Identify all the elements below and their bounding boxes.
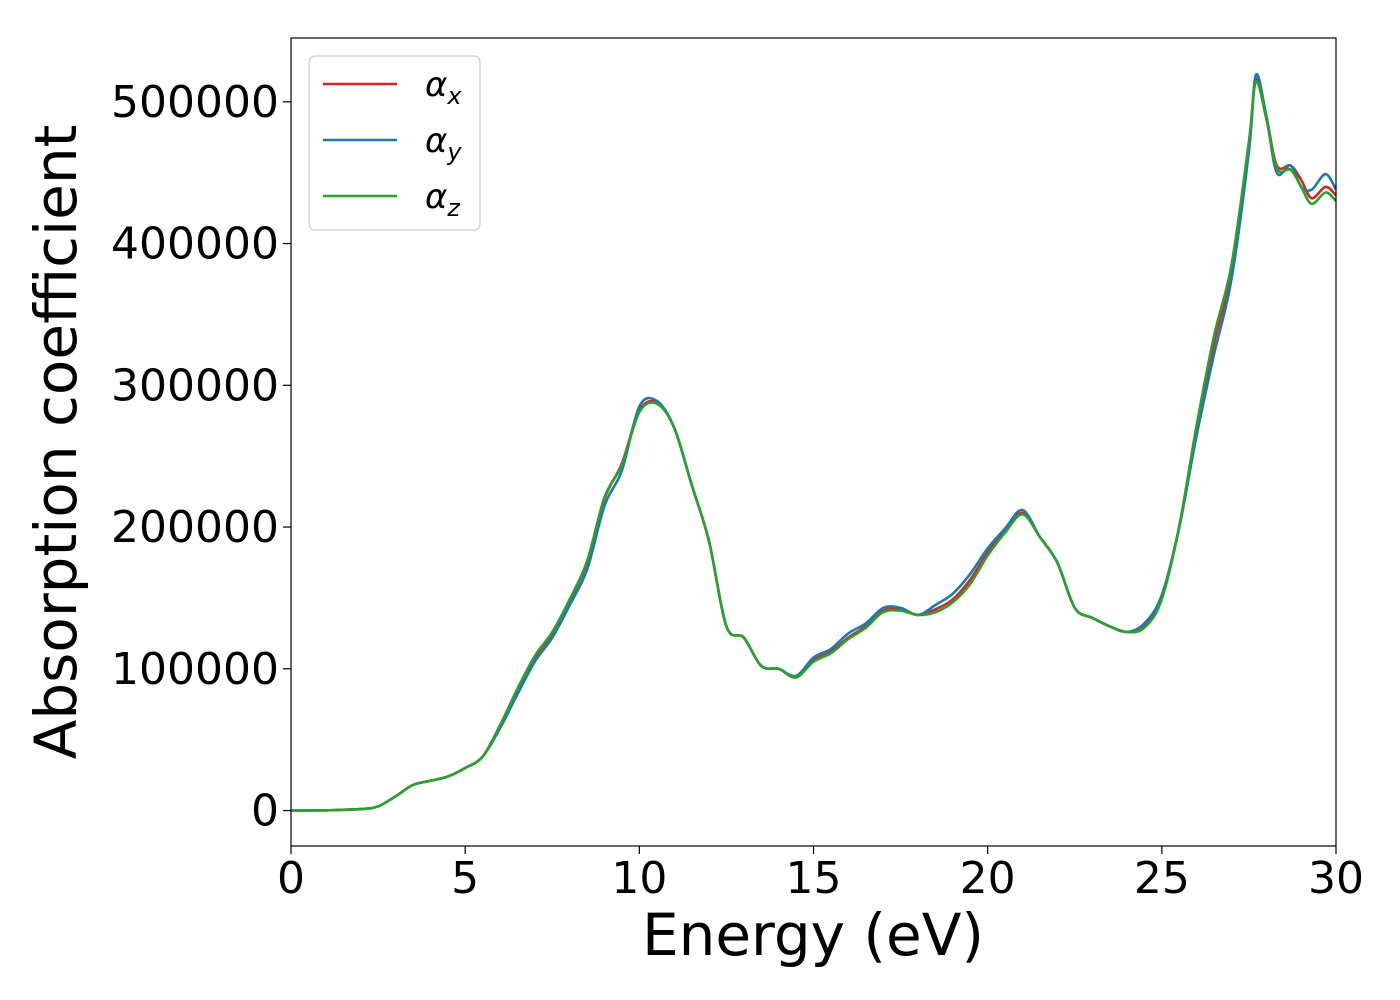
legend-label-alpha-x: αx (425, 65, 462, 110)
y-tick-label: 400000 (111, 219, 279, 270)
series-line-alpha-y (290, 72, 1338, 812)
x-tick-label: 25 (1134, 853, 1190, 904)
y-axis-ticks: 0 100000 200000 300000 400000 500000 (111, 77, 291, 837)
legend-box (308, 55, 481, 231)
legend-label-alpha-z: αz (425, 177, 461, 222)
series-line-alpha-z (290, 80, 1337, 812)
y-tick-label: 100000 (111, 644, 279, 695)
legend: αx αy αz (308, 55, 481, 231)
x-tick-label: 15 (786, 853, 842, 904)
series-layer (290, 72, 1338, 812)
y-tick-label: 200000 (111, 502, 279, 553)
y-tick-label: 500000 (111, 77, 279, 128)
x-tick-label: 20 (960, 853, 1016, 904)
x-axis-label: Energy (eV) (642, 901, 984, 969)
x-axis-ticks: 0 5 10 15 20 25 30 (277, 846, 1364, 904)
legend-label-alpha-y: αy (425, 121, 462, 166)
y-axis-label: Absorption coefficient (22, 125, 90, 760)
x-tick-label: 30 (1308, 853, 1364, 904)
x-tick-label: 5 (451, 853, 479, 904)
y-tick-label: 0 (251, 786, 279, 837)
y-tick-label: 300000 (111, 360, 279, 411)
x-tick-label: 0 (277, 853, 305, 904)
x-tick-label: 10 (611, 853, 667, 904)
